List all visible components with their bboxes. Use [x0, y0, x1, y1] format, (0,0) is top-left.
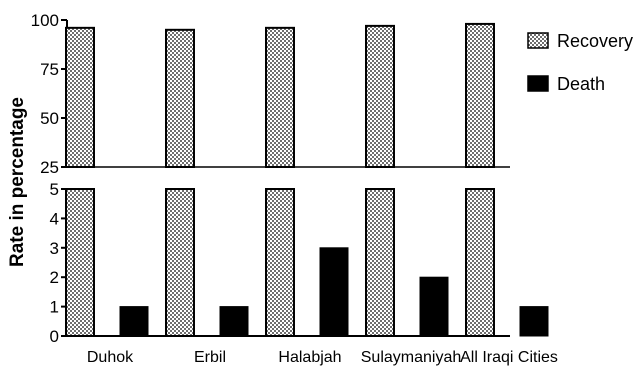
y-tick-label: 5	[50, 180, 59, 199]
bar-death	[419, 276, 449, 337]
bar-recovery	[165, 28, 195, 168]
bar-death	[219, 306, 249, 337]
bars	[65, 22, 549, 337]
bar-recovery	[65, 188, 95, 337]
y-tick-label: 3	[50, 239, 59, 258]
bar-recovery	[265, 26, 295, 169]
bar-recovery	[165, 188, 195, 337]
legend: Recovery Death	[527, 31, 633, 94]
x-tick-label: Sulaymaniyah	[361, 349, 462, 366]
legend-label: Death	[557, 74, 605, 94]
bar-recovery	[265, 188, 295, 337]
bar-death	[519, 306, 549, 337]
y-tick-label: 1	[50, 298, 59, 317]
bar-recovery	[365, 24, 395, 168]
legend-label: Recovery	[557, 31, 633, 51]
y-tick-label: 4	[50, 209, 59, 228]
bar-recovery	[365, 188, 395, 337]
y-axis-label: Rate in percentage	[7, 97, 28, 267]
y-tick-label: 25	[40, 158, 59, 177]
bar-death	[319, 247, 349, 337]
bar-recovery	[65, 26, 95, 169]
legend-swatch	[527, 32, 549, 49]
x-tick-label: Halabjah	[278, 349, 341, 366]
y-tick-label: 0	[50, 327, 59, 346]
y-tick-label: 100	[31, 11, 59, 30]
x-tick-label: Erbil	[194, 349, 226, 366]
x-tick-label: All Iraqi Cities	[460, 349, 558, 366]
y-tick-label: 75	[40, 60, 59, 79]
y-tick-label: 50	[40, 109, 59, 128]
legend-swatch	[527, 75, 549, 92]
x-tick-label: Duhok	[87, 349, 134, 366]
y-tick-label: 2	[50, 268, 59, 287]
bar-death	[119, 306, 149, 337]
bar-recovery	[465, 22, 495, 169]
bar-recovery	[465, 188, 495, 337]
